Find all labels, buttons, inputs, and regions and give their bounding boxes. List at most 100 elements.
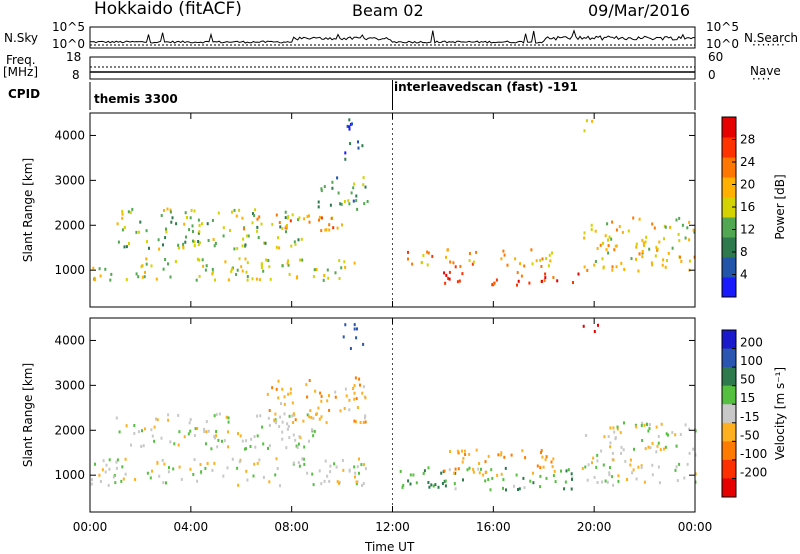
colorbar-label: Velocity [m s⁻¹] xyxy=(773,367,787,460)
data-cell xyxy=(142,444,145,448)
data-cell xyxy=(362,342,365,346)
data-cell xyxy=(607,251,610,255)
data-cell xyxy=(283,395,286,399)
data-cell xyxy=(253,214,256,218)
data-cell xyxy=(230,269,233,273)
data-cell xyxy=(344,265,347,269)
data-cell xyxy=(328,479,331,483)
data-cell xyxy=(586,268,589,272)
data-cell xyxy=(233,208,236,212)
data-cell xyxy=(124,472,127,476)
data-cell xyxy=(160,436,163,440)
data-cell xyxy=(656,247,659,251)
data-cell xyxy=(167,470,170,474)
data-cell xyxy=(275,421,277,425)
data-cell xyxy=(308,214,310,218)
data-cell xyxy=(195,278,198,282)
data-cell xyxy=(295,276,298,280)
data-cell xyxy=(279,484,281,488)
data-cell xyxy=(203,430,206,433)
data-cell xyxy=(641,421,644,425)
data-cell xyxy=(336,480,339,484)
data-cell xyxy=(246,478,249,482)
data-cell xyxy=(222,226,225,230)
data-cell xyxy=(596,453,599,457)
data-cell xyxy=(440,471,443,475)
beam-title: Beam 02 xyxy=(352,1,424,20)
data-cell xyxy=(323,479,326,483)
data-cell xyxy=(348,127,351,131)
data-cell xyxy=(215,434,217,438)
data-cell xyxy=(684,423,687,427)
data-cell xyxy=(121,209,124,213)
data-cell xyxy=(613,430,616,434)
data-cell xyxy=(648,427,651,430)
data-cell xyxy=(192,473,195,476)
data-cell xyxy=(427,251,430,255)
data-cell xyxy=(255,277,258,281)
data-cell xyxy=(602,241,604,245)
data-cell xyxy=(169,210,172,214)
data-cell xyxy=(678,239,681,243)
freq-label: Freq. xyxy=(6,53,36,67)
data-cell xyxy=(457,467,460,471)
data-cell xyxy=(187,432,190,436)
data-cell xyxy=(285,225,288,229)
data-cell xyxy=(587,463,590,467)
data-cell xyxy=(295,444,298,448)
data-cell xyxy=(123,245,126,249)
data-cell xyxy=(591,461,593,465)
data-cell xyxy=(337,191,340,195)
data-cell xyxy=(517,488,519,491)
data-cell xyxy=(641,238,644,242)
data-cell xyxy=(309,409,312,413)
data-cell xyxy=(510,453,513,457)
data-cell xyxy=(244,257,247,261)
data-cell xyxy=(105,463,108,467)
data-cell xyxy=(287,263,290,267)
data-cell xyxy=(635,477,638,481)
data-cell xyxy=(605,248,608,252)
data-cell xyxy=(227,416,230,420)
data-cell xyxy=(207,239,210,242)
data-cell xyxy=(664,445,667,449)
data-cell xyxy=(454,265,457,269)
data-cell xyxy=(651,263,654,267)
data-cell xyxy=(326,399,329,403)
data-cell xyxy=(275,457,278,461)
freq-unit-label: [MHz] xyxy=(3,65,39,79)
data-cell xyxy=(593,475,596,479)
data-cell xyxy=(231,267,233,271)
data-cell xyxy=(200,470,203,474)
data-cell xyxy=(221,439,223,443)
data-cell xyxy=(277,236,279,240)
data-cell xyxy=(351,122,353,126)
data-cell xyxy=(539,485,542,489)
data-cell xyxy=(238,257,241,261)
data-cell xyxy=(115,416,118,420)
data-cell xyxy=(594,229,597,233)
data-cell xyxy=(301,258,304,262)
data-cell xyxy=(227,420,230,424)
data-cell xyxy=(222,234,225,238)
data-cell xyxy=(582,324,585,328)
colorbar-segment xyxy=(722,257,736,278)
data-cell xyxy=(522,476,525,480)
data-cell xyxy=(281,264,284,268)
data-cell xyxy=(330,217,333,220)
data-cell xyxy=(262,269,265,273)
data-cell xyxy=(648,423,651,427)
data-cell xyxy=(663,237,665,241)
y-tick-label: 4000 xyxy=(54,128,85,142)
y-tick-label: 1000 xyxy=(54,468,85,482)
data-cell xyxy=(356,406,359,409)
data-cell xyxy=(361,391,364,395)
data-cell xyxy=(626,478,628,481)
data-cell xyxy=(292,412,295,416)
freq-left-top: 18 xyxy=(66,50,82,64)
data-cell xyxy=(246,278,249,282)
data-cell xyxy=(129,210,132,214)
data-cell xyxy=(437,485,440,489)
data-cell xyxy=(244,243,247,247)
